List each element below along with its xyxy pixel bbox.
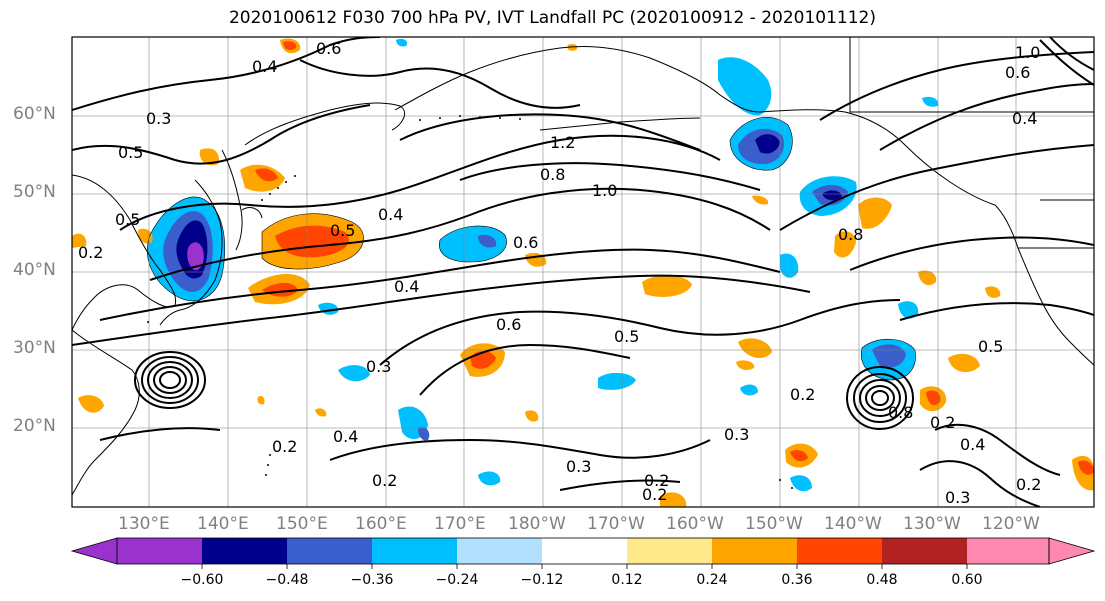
- colorbar-bin: [967, 538, 1049, 564]
- contour-label: 0.3: [945, 488, 970, 507]
- contour-label: 0.8: [540, 165, 565, 184]
- contour-label: 0.4: [394, 277, 419, 296]
- contour-labels: 0.6 0.4 0.3 0.5 1.2 0.8 1.0 0.5 0.4 0.6 …: [78, 39, 1041, 507]
- contour-label: 0.5: [330, 221, 355, 240]
- map-title: 2020100612 F030 700 hPa PV, IVT Landfall…: [228, 8, 876, 28]
- colorbar-tick-label: −0.36: [350, 572, 394, 588]
- colorbar-bin: [882, 538, 967, 564]
- contour-label: 0.4: [378, 205, 403, 224]
- contour-label: 0.6: [513, 233, 538, 252]
- colorbar-bin: [372, 538, 457, 564]
- colorbar-extend-max: [1048, 537, 1096, 565]
- colorbar-bin: [797, 538, 882, 564]
- lon-label: 160°E: [355, 514, 407, 534]
- contour-label: 0.5: [115, 210, 140, 229]
- colorbar-tick-label: 0.60: [951, 572, 983, 588]
- lon-label: 140°W: [824, 514, 882, 534]
- contour-label: 0.8: [888, 403, 913, 422]
- contour-label: 0.4: [960, 435, 985, 454]
- contour-label: 1.0: [592, 181, 617, 200]
- colorbar-tick-label: −0.48: [265, 572, 309, 588]
- lon-label: 180°W: [508, 514, 566, 534]
- lat-label: 50°N: [13, 182, 56, 202]
- lon-label: 120°W: [982, 514, 1040, 534]
- map-border: [71, 36, 1095, 508]
- contour-label: 0.2: [642, 485, 667, 504]
- contour-label: 0.2: [272, 437, 297, 456]
- contour-label: 1.2: [550, 133, 575, 152]
- contour-label: 0.4: [1012, 109, 1037, 128]
- lon-label: 170°W: [587, 514, 645, 534]
- colorbar-extend-min: [70, 537, 118, 565]
- contour-label: 0.6: [496, 315, 521, 334]
- colorbar: [70, 537, 1096, 569]
- lon-label: 150°W: [745, 514, 803, 534]
- colorbar-bin: [287, 538, 372, 564]
- lon-label: 130°W: [903, 514, 961, 534]
- contour-label: 0.5: [614, 327, 639, 346]
- contour-label: 0.3: [566, 457, 591, 476]
- colorbar-tick-label: 0.24: [696, 572, 728, 588]
- contour-label: 0.2: [78, 243, 103, 262]
- colorbar-tick-label: 0.36: [781, 572, 813, 588]
- colorbar-bin: [712, 538, 797, 564]
- contour-label: 0.3: [366, 357, 391, 376]
- contour-label: 0.3: [146, 109, 171, 128]
- lat-label: 40°N: [13, 260, 56, 280]
- contour-label: 0.5: [118, 143, 143, 162]
- contour-label: 1.0: [1015, 43, 1040, 62]
- contour-label: 0.5: [978, 337, 1003, 356]
- contour-label: 0.6: [1005, 63, 1030, 82]
- contour-label: 0.4: [333, 427, 358, 446]
- lon-label: 130°E: [118, 514, 170, 534]
- contour-label: 0.2: [930, 413, 955, 432]
- colorbar-tick-label: 0.48: [866, 572, 898, 588]
- colorbar-bin: [627, 538, 712, 564]
- lon-label: 170°E: [434, 514, 486, 534]
- colorbar-bin: [542, 538, 627, 564]
- contour-label: 0.2: [372, 471, 397, 490]
- lat-label: 60°N: [13, 104, 56, 124]
- contour-label: 0.8: [838, 225, 863, 244]
- contour-label: 0.6: [316, 39, 341, 58]
- colorbar-bin: [457, 538, 542, 564]
- contour-label: 0.3: [724, 425, 749, 444]
- contour-label: 0.4: [252, 57, 277, 76]
- contour-label: 0.2: [644, 471, 669, 490]
- lon-label: 140°E: [197, 514, 249, 534]
- lat-label: 20°N: [13, 416, 56, 436]
- cyclone-contours: [134, 351, 914, 430]
- lon-label: 160°W: [666, 514, 724, 534]
- contour-label: 0.2: [1016, 475, 1041, 494]
- colorbar-tick-label: 0.12: [611, 572, 643, 588]
- pv-shading: [72, 38, 1094, 507]
- lon-label: 150°E: [276, 514, 328, 534]
- colorbar-tick-label: −0.60: [180, 572, 224, 588]
- lat-label: 30°N: [13, 338, 56, 358]
- colorbar-tick-label: −0.24: [435, 572, 479, 588]
- contour-label: 0.2: [790, 385, 815, 404]
- pv-contours: [72, 37, 1094, 507]
- colorbar-bin: [117, 538, 202, 564]
- colorbar-bin: [202, 538, 287, 564]
- colorbar-tick-label: −0.12: [520, 572, 564, 588]
